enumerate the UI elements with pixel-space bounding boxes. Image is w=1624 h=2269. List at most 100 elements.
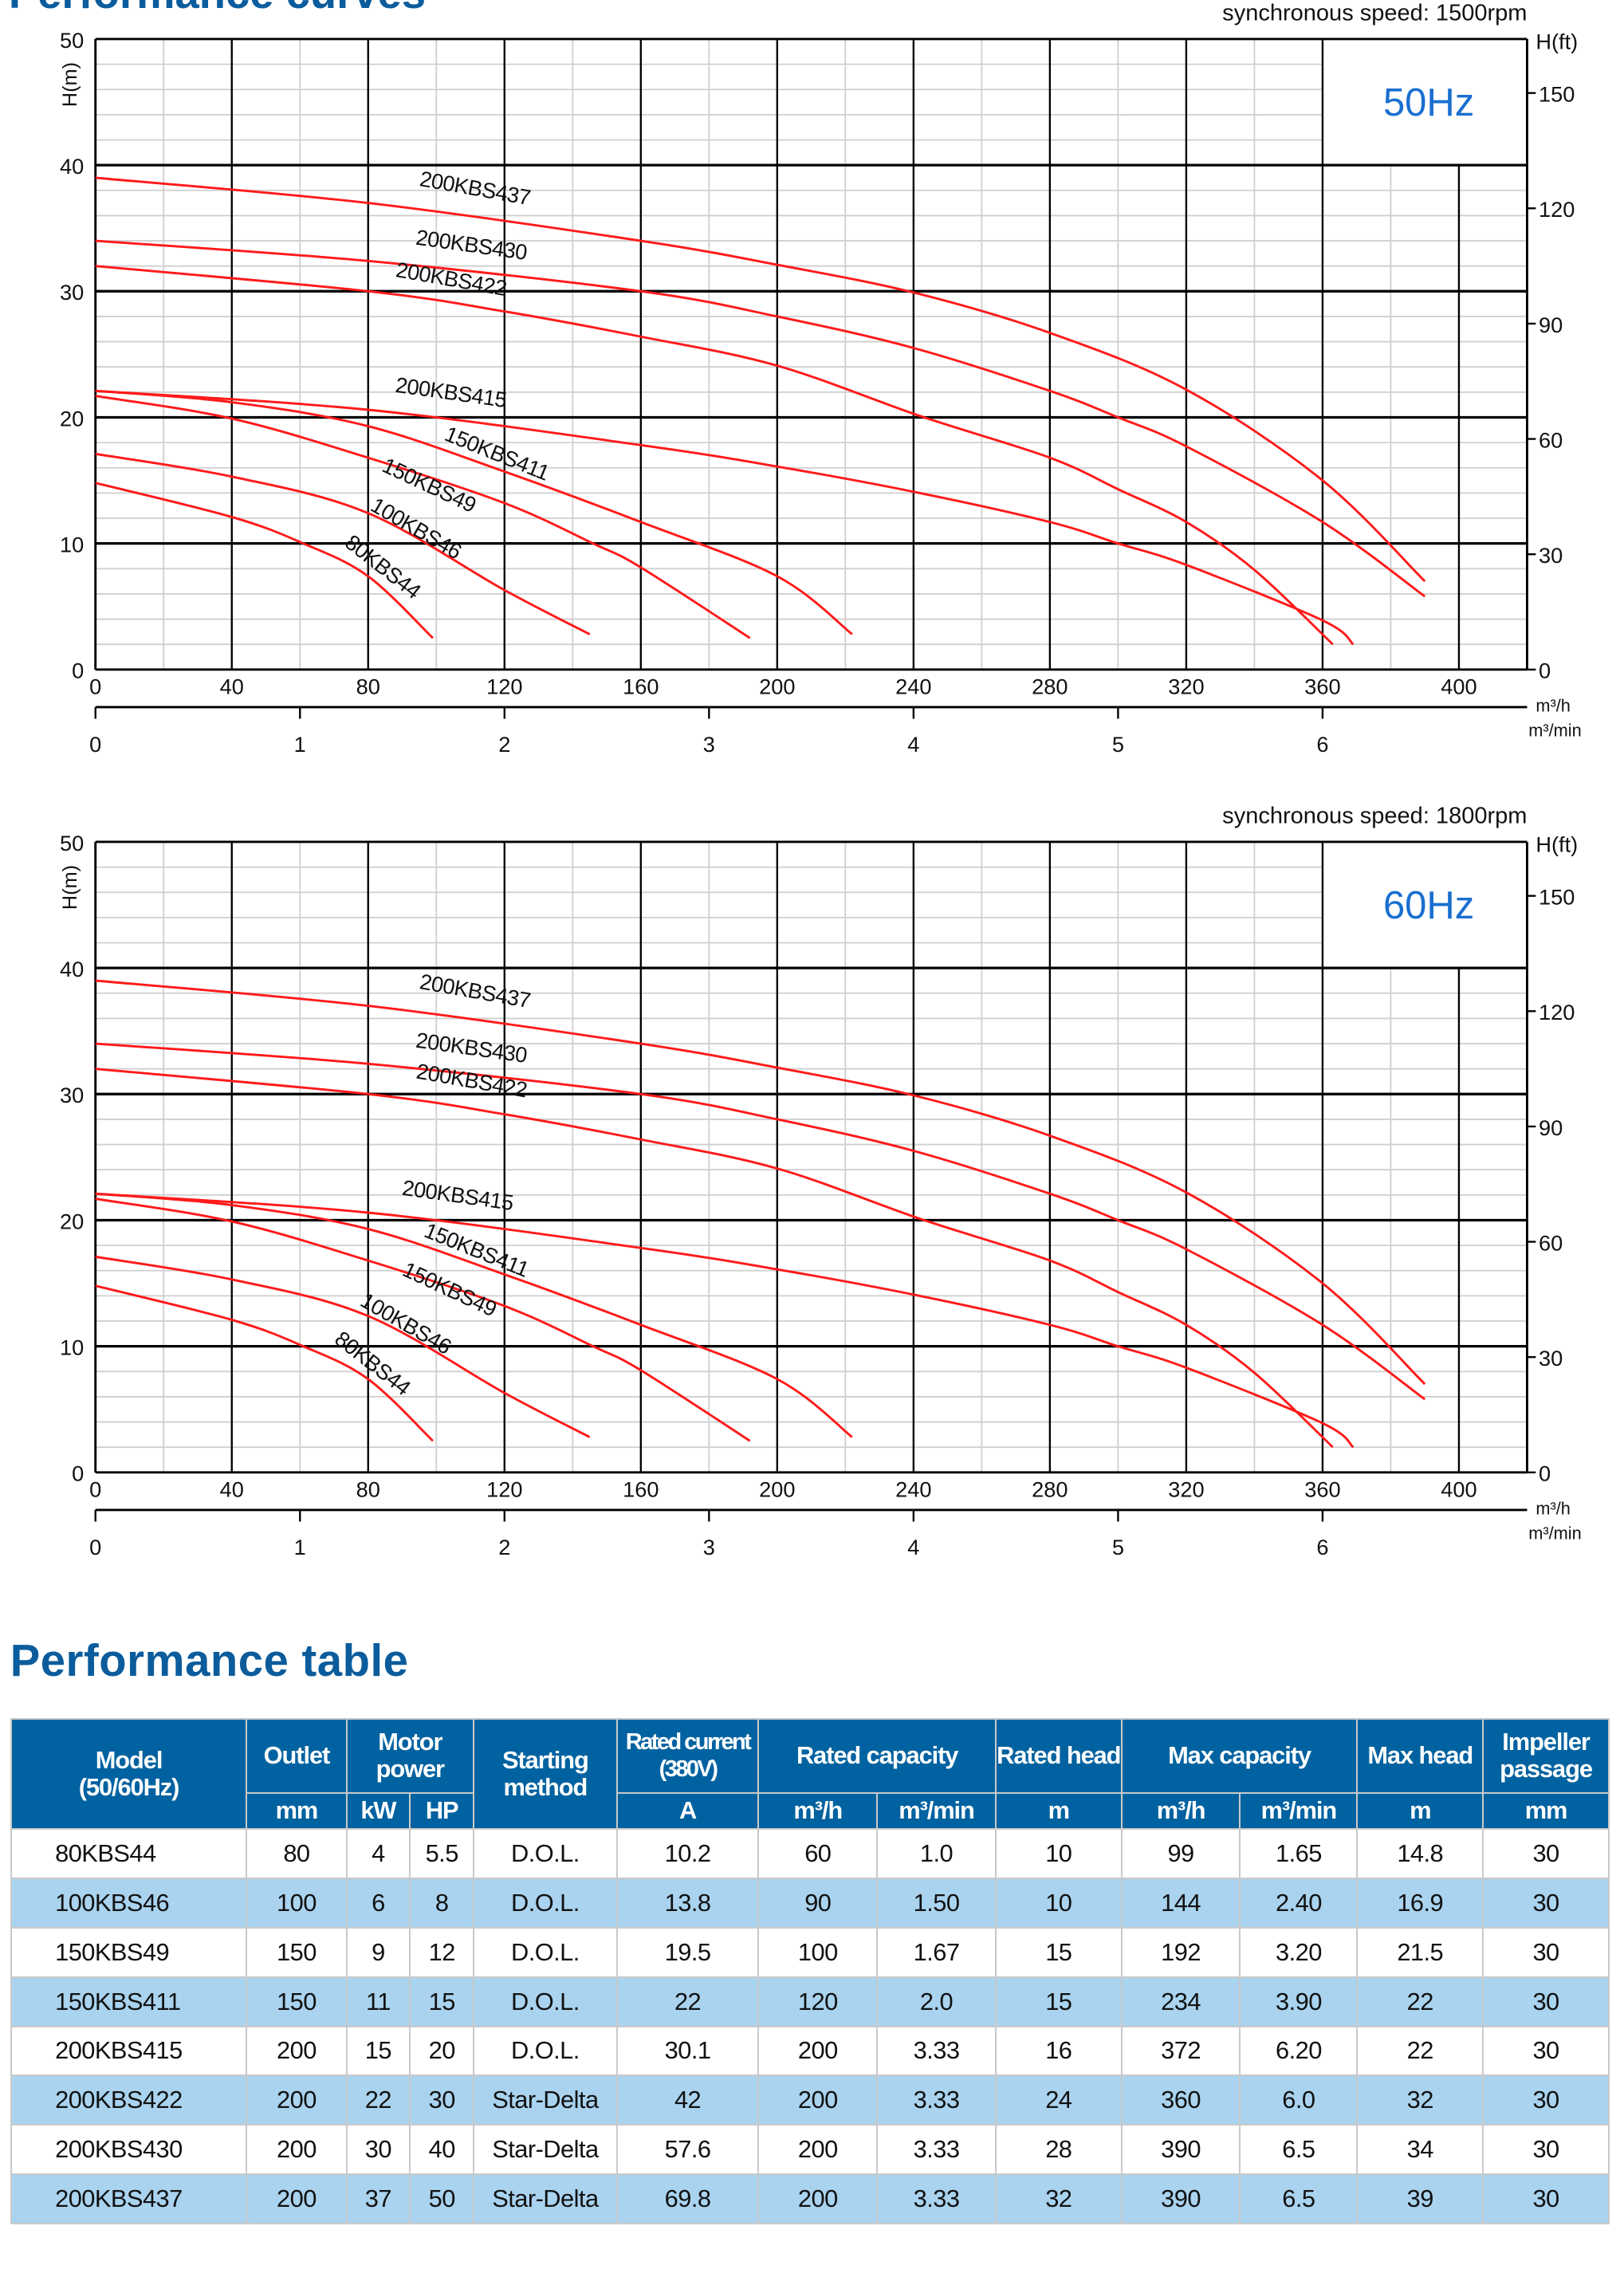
chart-svg: 0 40 80 120 160 200 240 280 320 360 40001020304050… — [59, 0, 1582, 757]
table-row: 200KBS430 200 30 40 Star-Delta 57.6 200 3.33 28 3… — [10, 2124, 1610, 2176]
table-cell: 21.5 — [1356, 1926, 1484, 1978]
x-tick-label: 360 — [1304, 1477, 1340, 1501]
y-tick-label: 30 — [60, 1083, 84, 1107]
table-cell: 24 — [994, 2074, 1123, 2126]
table-cell: 390 — [1120, 2173, 1241, 2224]
table-cell: 9 — [345, 1926, 411, 1978]
table-cell: 12 — [409, 1926, 475, 1978]
series-line-200KBS422 — [95, 1067, 1334, 1448]
table-cell: 14.8 — [1356, 1828, 1484, 1879]
table-cell: 22 — [345, 2074, 411, 2126]
x-tick-label: 240 — [895, 674, 931, 699]
model-cell: 200KBS437 — [10, 2173, 248, 2224]
table-cell: 16 — [994, 2025, 1123, 2077]
y2-tick-label: 0 — [1539, 1461, 1551, 1485]
legend-box — [1322, 38, 1528, 166]
series-label: 200KBS437 — [418, 166, 532, 210]
model-cell: 100KBS46 — [10, 1877, 248, 1929]
table-cell: 34 — [1356, 2124, 1484, 2176]
legend-box — [1322, 841, 1528, 968]
x2-tick-label: 4 — [907, 732, 919, 757]
header-outlet: Outlet — [246, 1717, 348, 1794]
x-tick-label: 400 — [1441, 674, 1477, 699]
table-cell: 200 — [246, 2124, 348, 2176]
series-line-150KBS411 — [95, 389, 853, 635]
x2-tick-label: 3 — [703, 1535, 715, 1559]
y-tick-label: 20 — [60, 406, 84, 431]
series-line-200KBS437 — [95, 979, 1426, 1385]
table-cell: 10 — [994, 1877, 1123, 1929]
y-tick-label: 40 — [60, 957, 84, 981]
x-tick-label: 0 — [89, 674, 101, 699]
unit-header: HP — [409, 1791, 475, 1831]
curves-title: Performance curves — [9, 0, 426, 18]
table-cell: 10.2 — [615, 1828, 760, 1879]
y-tick-label: 0 — [72, 1461, 84, 1485]
table-cell: 32 — [1356, 2074, 1484, 2126]
unit-header: mm — [246, 1791, 348, 1831]
header-starting-method: Starting method — [473, 1717, 618, 1831]
header-impeller-passage: Impeller passage — [1482, 1717, 1610, 1794]
unit-header: m³/h — [757, 1791, 879, 1831]
x2-tick-label: 4 — [907, 1535, 919, 1559]
unit-header: mm — [1482, 1791, 1610, 1831]
series-line-150KBS49 — [95, 1197, 751, 1442]
x2-tick-label: 0 — [89, 732, 101, 757]
x2-tick-label: 6 — [1316, 1535, 1328, 1559]
chart-60hz: 0 40 80 120 160 200 240 280 320 360 400 0 10 20 30 40 50… — [0, 803, 1624, 1591]
chart-title: 60Hz — [1383, 884, 1474, 927]
table-cell: 22 — [615, 1976, 760, 2027]
table-cell: 360 — [1120, 2074, 1241, 2126]
series-line-100KBS46 — [95, 452, 591, 635]
table-cell: 4 — [345, 1828, 411, 1879]
table-cell: 50 — [409, 2173, 475, 2224]
table-row: 150KBS49 150 9 12 D.O.L. 19.5 100 1.67 15 192 3.20… — [10, 1926, 1610, 1978]
series-line-150KBS411 — [95, 1192, 853, 1438]
table-cell: 69.8 — [615, 2173, 760, 2224]
table-cell: 3.33 — [876, 2173, 997, 2224]
table-cell: 3.33 — [876, 2124, 997, 2176]
table-cell: 30 — [1482, 2173, 1610, 2224]
table-cell: 37 — [345, 2173, 411, 2224]
table-cell: 6.5 — [1239, 2124, 1359, 2176]
table-cell: 390 — [1120, 2124, 1241, 2176]
table-cell: 120 — [757, 1976, 879, 2027]
x-tick-label: 240 — [895, 1477, 931, 1501]
table-cell: 3.90 — [1239, 1976, 1359, 2027]
header-model: Model (50/60Hz) — [10, 1717, 248, 1831]
y-tick-label: 50 — [60, 831, 84, 855]
table-cell: 57.6 — [615, 2124, 760, 2176]
table-cell: 6.20 — [1239, 2025, 1359, 2077]
y2-tick-label: 90 — [1539, 1115, 1563, 1140]
table-cell: 15 — [994, 1926, 1123, 1978]
x-tick-label: 320 — [1168, 674, 1204, 699]
y-tick-label: 0 — [72, 659, 84, 683]
table-cell: 20 — [409, 2025, 475, 2077]
chart-50hz: 0 40 80 120 160 200 240 280 320 360 400 0 10 20 30 40 50… — [0, 0, 1624, 788]
table-cell: 16.9 — [1356, 1877, 1484, 1929]
y2-tick-label: 60 — [1539, 427, 1563, 452]
table-cell: D.O.L. — [473, 1828, 618, 1879]
y2-tick-label: 150 — [1539, 884, 1575, 909]
table-cell: 234 — [1120, 1976, 1241, 2027]
chart-subtitle: synchronous speed: 1800rpm — [1222, 803, 1527, 828]
table-cell: 19.5 — [615, 1926, 760, 1978]
series-line-200KBS415 — [95, 1192, 1355, 1449]
y2-axis-title: H(ft) — [1536, 29, 1578, 54]
x-tick-label: 280 — [1032, 674, 1068, 699]
table-cell: 30 — [1482, 1926, 1610, 1978]
x-tick-label: 80 — [356, 674, 380, 699]
y2-tick-label: 120 — [1539, 1000, 1575, 1024]
table-cell: 192 — [1120, 1926, 1241, 1978]
table-cell: 32 — [994, 2173, 1123, 2224]
table-cell: 30 — [409, 2074, 475, 2126]
x2-tick-label: 6 — [1316, 732, 1328, 757]
table-cell: 22 — [1356, 1976, 1484, 2027]
x2-tick-label: 5 — [1112, 732, 1124, 757]
table-row: 200KBS422 200 22 30 Star-Delta 42 200 3.33 24 360… — [10, 2074, 1610, 2126]
table-cell: 15 — [345, 2025, 411, 2077]
x-tick-label: 160 — [623, 1477, 659, 1501]
table-cell: 200 — [246, 2025, 348, 2077]
performance-table: Model (50/60Hz) Outlet Motor power Start… — [10, 1717, 1610, 2224]
